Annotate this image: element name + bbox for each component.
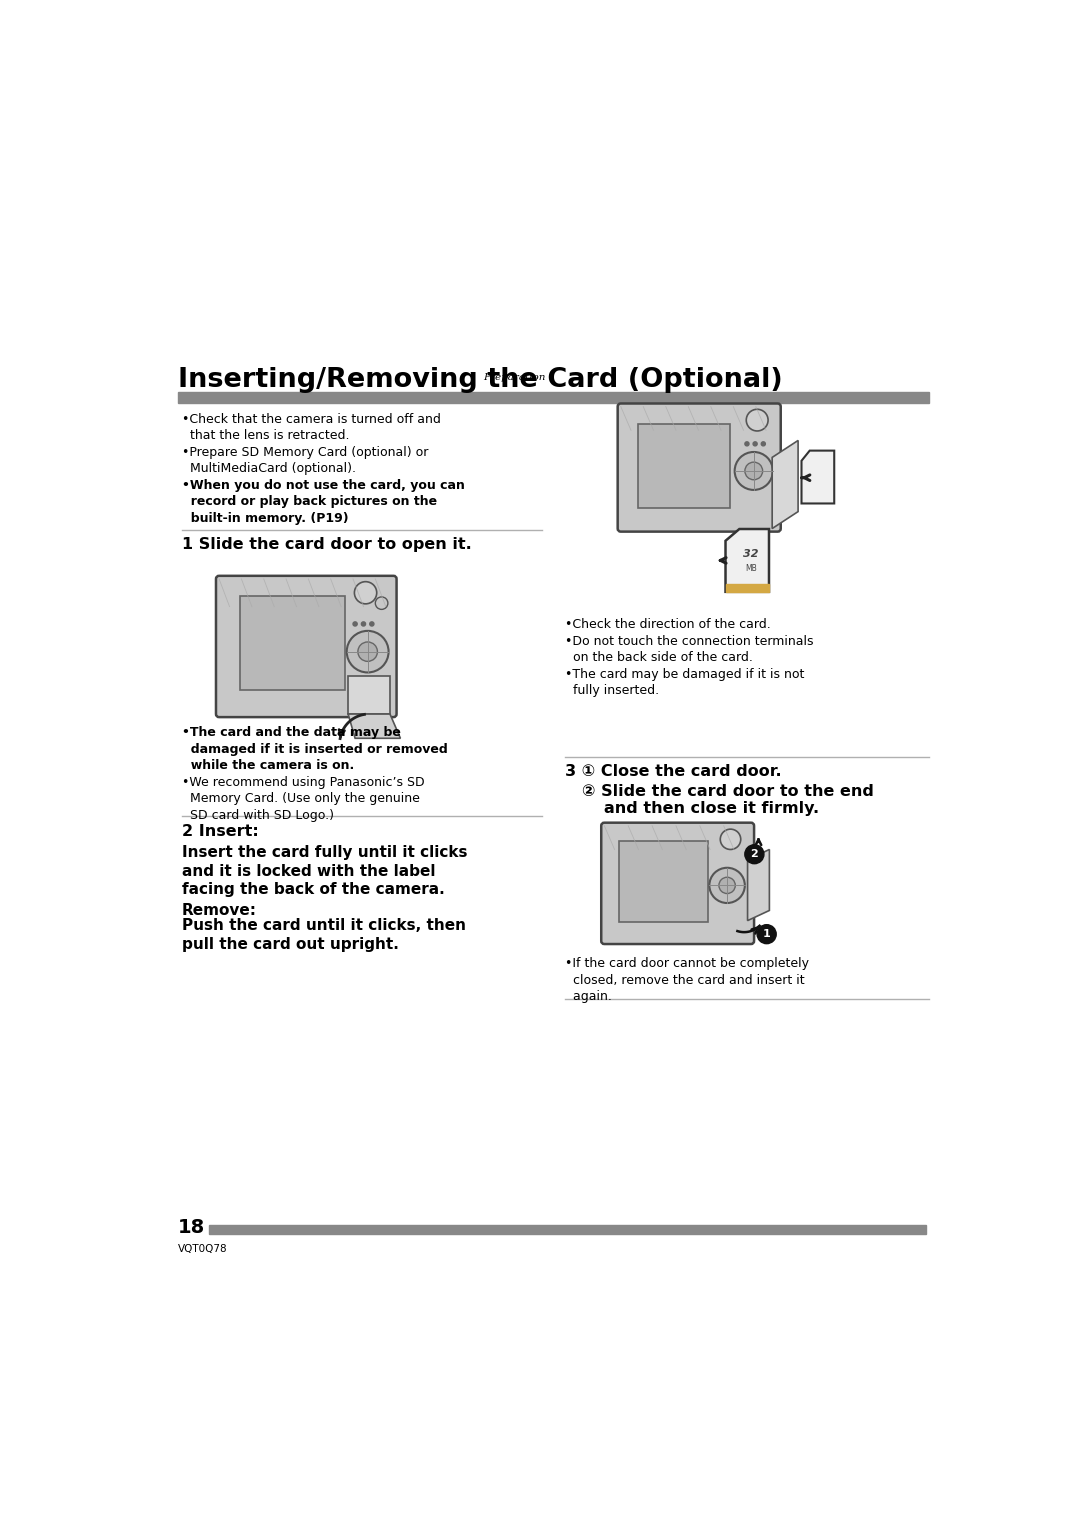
Text: Insert the card fully until it clicks: Insert the card fully until it clicks <box>181 845 467 861</box>
Text: 18: 18 <box>177 1218 205 1236</box>
Text: 2: 2 <box>751 850 758 859</box>
Text: •Check that the camera is turned off and: •Check that the camera is turned off and <box>181 412 441 426</box>
Text: 1 Slide the card door to open it.: 1 Slide the card door to open it. <box>181 537 471 552</box>
Text: pull the card out upright.: pull the card out upright. <box>181 937 399 952</box>
Text: 32: 32 <box>743 549 759 559</box>
Circle shape <box>354 581 377 604</box>
Text: facing the back of the camera.: facing the back of the camera. <box>181 882 444 897</box>
Circle shape <box>745 845 764 864</box>
Text: and it is locked with the label: and it is locked with the label <box>181 864 435 879</box>
Text: that the lens is retracted.: that the lens is retracted. <box>181 429 349 443</box>
Text: VQT0Q78: VQT0Q78 <box>177 1244 227 1254</box>
Text: ② Slide the card door to the end: ② Slide the card door to the end <box>582 784 874 798</box>
FancyBboxPatch shape <box>348 676 390 714</box>
FancyBboxPatch shape <box>619 841 708 922</box>
Circle shape <box>746 409 768 430</box>
Text: while the camera is on.: while the camera is on. <box>181 758 354 772</box>
Polygon shape <box>772 441 798 528</box>
Text: •We recommend using Panasonic’s SD: •We recommend using Panasonic’s SD <box>181 775 424 789</box>
Text: Inserting/Removing the Card (Optional): Inserting/Removing the Card (Optional) <box>177 366 782 392</box>
Text: 1: 1 <box>762 929 770 938</box>
Text: again.: again. <box>565 990 612 1003</box>
Circle shape <box>757 925 777 943</box>
Text: •When you do not use the card, you can: •When you do not use the card, you can <box>181 479 464 491</box>
FancyBboxPatch shape <box>216 575 396 717</box>
Text: •Do not touch the connection terminals: •Do not touch the connection terminals <box>565 635 813 647</box>
Circle shape <box>734 452 773 490</box>
Text: 2 Insert:: 2 Insert: <box>181 824 258 839</box>
Circle shape <box>710 868 745 903</box>
Polygon shape <box>801 450 834 504</box>
FancyBboxPatch shape <box>240 597 345 690</box>
Text: built-in memory. (P19): built-in memory. (P19) <box>181 511 348 525</box>
Text: record or play back pictures on the: record or play back pictures on the <box>181 496 436 508</box>
Text: and then close it firmly.: and then close it firmly. <box>604 801 819 816</box>
Bar <box>208 1225 926 1235</box>
Text: closed, remove the card and insert it: closed, remove the card and insert it <box>565 974 805 986</box>
Text: •Prepare SD Memory Card (optional) or: •Prepare SD Memory Card (optional) or <box>181 446 428 459</box>
Text: •The card may be damaged if it is not: •The card may be damaged if it is not <box>565 668 805 681</box>
Text: SD card with SD Logo.): SD card with SD Logo.) <box>181 809 334 821</box>
Text: damaged if it is inserted or removed: damaged if it is inserted or removed <box>181 743 447 755</box>
Text: Preparation: Preparation <box>484 372 545 382</box>
Circle shape <box>357 642 377 661</box>
Circle shape <box>369 623 374 626</box>
Circle shape <box>362 623 365 626</box>
Text: Remove:: Remove: <box>181 903 257 919</box>
FancyBboxPatch shape <box>618 403 781 531</box>
Circle shape <box>353 623 357 626</box>
Text: on the back side of the card.: on the back side of the card. <box>565 652 753 664</box>
Polygon shape <box>726 530 769 592</box>
Text: •If the card door cannot be completely: •If the card door cannot be completely <box>565 957 809 971</box>
Circle shape <box>745 462 762 479</box>
Circle shape <box>347 630 389 673</box>
FancyBboxPatch shape <box>602 823 754 945</box>
Text: Push the card until it clicks, then: Push the card until it clicks, then <box>181 919 465 934</box>
Text: MB: MB <box>745 563 757 572</box>
Circle shape <box>745 443 750 446</box>
Text: fully inserted.: fully inserted. <box>565 684 659 697</box>
Text: •Check the direction of the card.: •Check the direction of the card. <box>565 618 771 632</box>
Circle shape <box>753 443 757 446</box>
Text: MultiMediaCard (optional).: MultiMediaCard (optional). <box>181 462 355 475</box>
Circle shape <box>376 597 388 609</box>
FancyBboxPatch shape <box>638 424 730 508</box>
Text: •The card and the data may be: •The card and the data may be <box>181 726 401 739</box>
Circle shape <box>719 877 735 894</box>
Text: 3 ① Close the card door.: 3 ① Close the card door. <box>565 765 782 780</box>
Circle shape <box>761 443 766 446</box>
Polygon shape <box>348 714 401 739</box>
Text: Memory Card. (Use only the genuine: Memory Card. (Use only the genuine <box>181 792 419 806</box>
Circle shape <box>720 829 741 850</box>
Bar <box>726 584 769 592</box>
Bar <box>177 392 930 403</box>
Polygon shape <box>747 850 769 920</box>
